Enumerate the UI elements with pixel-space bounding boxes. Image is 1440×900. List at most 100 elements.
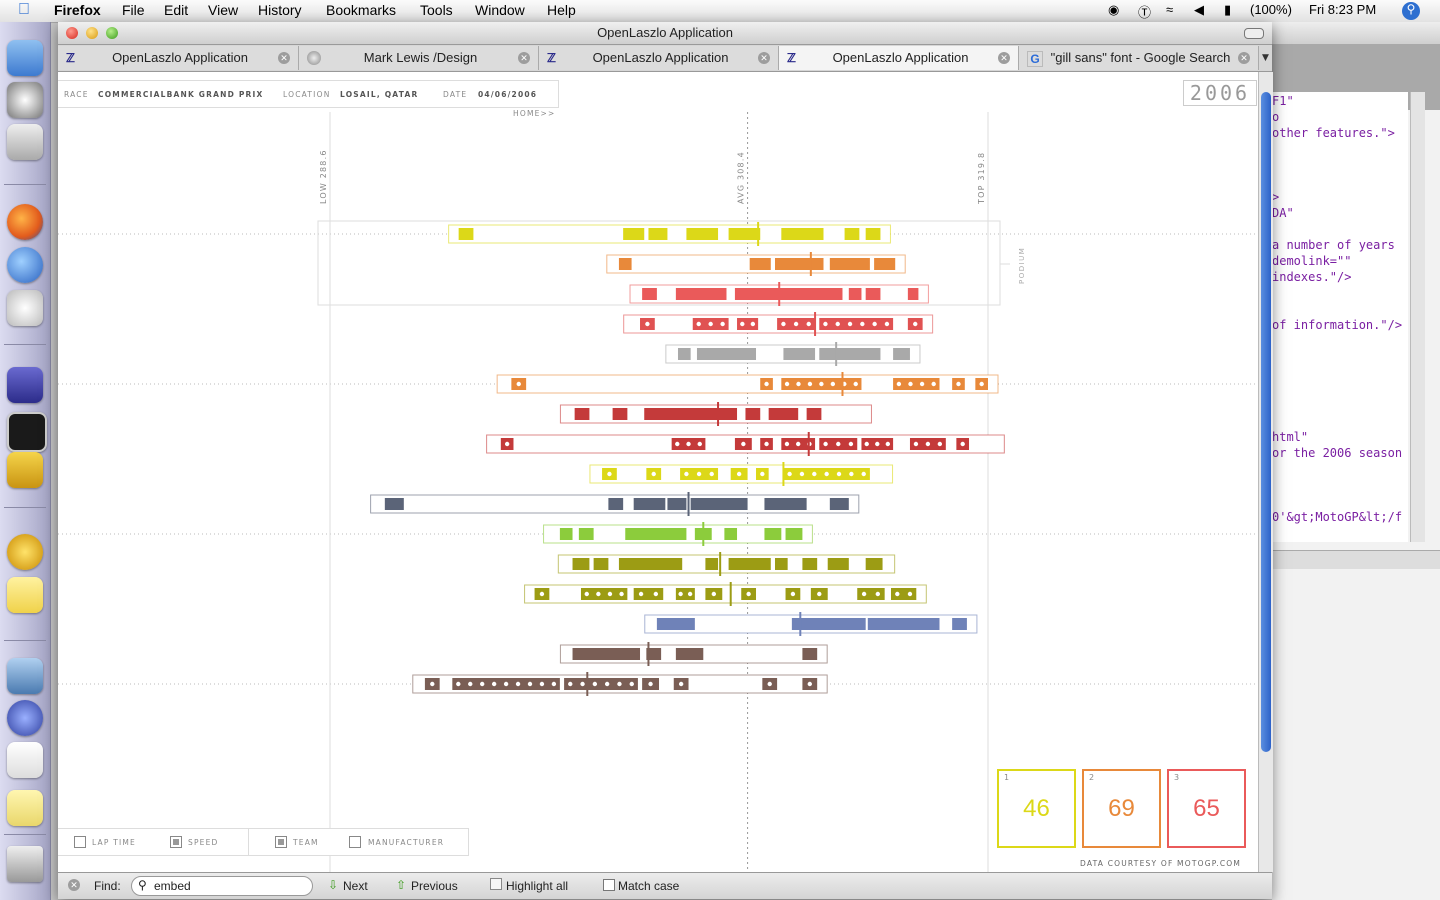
- podium-box-3[interactable]: 3 65: [1167, 769, 1246, 848]
- rider-lap-dot: [830, 381, 836, 387]
- firefox-icon[interactable]: [7, 204, 43, 240]
- title-bar[interactable]: OpenLaszlo Application: [58, 22, 1272, 45]
- preview-icon[interactable]: [7, 658, 43, 694]
- rider-speed-segment: [734, 288, 843, 300]
- rider-lap-dot: [781, 321, 786, 327]
- tab-close-icon[interactable]: ✕: [1238, 52, 1250, 64]
- flash-icon[interactable]: [7, 534, 43, 570]
- rider-lap-dot: [551, 681, 557, 687]
- season-year[interactable]: 2006: [1183, 80, 1257, 106]
- background-vertical-scrollbar[interactable]: [1410, 92, 1425, 542]
- vertical-scrollbar[interactable]: [1258, 72, 1273, 872]
- dashboard-icon[interactable]: [7, 82, 43, 118]
- rider-lap-dot: [516, 381, 521, 387]
- rider-lap-dot: [607, 471, 612, 477]
- tab-close-icon[interactable]: ✕: [998, 52, 1010, 64]
- menu-clock[interactable]: Fri 8:23 PM: [1309, 2, 1377, 17]
- highlight-all-button[interactable]: Highlight all: [506, 879, 569, 893]
- rider-speed-segment: [667, 498, 687, 510]
- tab-google-search[interactable]: G "gill sans" font - Google Search ✕: [1019, 46, 1259, 70]
- tab-close-icon[interactable]: ✕: [278, 52, 290, 64]
- tab-list-chevron-icon[interactable]: ▼: [1262, 53, 1269, 63]
- rider-lap-dot: [711, 591, 717, 597]
- rider-speed-segment: [865, 558, 883, 570]
- textedit-icon[interactable]: [7, 742, 43, 778]
- rider-speed-segment: [646, 648, 662, 660]
- activity-icon[interactable]: [7, 367, 43, 403]
- rider-lap-dot: [678, 681, 684, 687]
- tab-openlaszlo-1[interactable]: ℤ OpenLaszlo Application ✕: [58, 46, 299, 70]
- lap-time-checkbox[interactable]: [74, 836, 86, 848]
- rider-lap-dot: [807, 381, 813, 387]
- tab-close-icon[interactable]: ✕: [758, 52, 770, 64]
- rider-speed-segment: [774, 558, 788, 570]
- rider-speed-segment: [564, 678, 638, 690]
- rider-lap-dot: [960, 441, 965, 447]
- match-case-checkbox[interactable]: [603, 879, 615, 891]
- battery-icon[interactable]: ▮: [1224, 2, 1232, 17]
- finder-icon[interactable]: [7, 40, 43, 76]
- spotlight-icon[interactable]: ⚲: [1402, 2, 1420, 20]
- rider-speed-segment: [893, 348, 910, 360]
- minimize-window-button[interactable]: [86, 27, 98, 39]
- note-icon[interactable]: [7, 790, 43, 826]
- team-checkbox[interactable]: [275, 836, 287, 848]
- close-window-button[interactable]: [66, 27, 78, 39]
- background-horizontal-scrollbar[interactable]: [1272, 550, 1440, 569]
- menu-edit[interactable]: Edit: [164, 2, 189, 18]
- menu-file[interactable]: File: [122, 2, 145, 18]
- volume-icon[interactable]: ◀: [1194, 2, 1204, 17]
- menu-history[interactable]: History: [258, 2, 302, 18]
- menu-view[interactable]: View: [208, 2, 239, 18]
- quicksilver-icon[interactable]: Ⓣ: [1138, 5, 1152, 20]
- adium-icon[interactable]: [7, 290, 43, 326]
- rider-lap-dot: [817, 591, 822, 597]
- rider-speed-segment: [384, 498, 404, 510]
- thunderbird-icon[interactable]: [7, 247, 43, 283]
- manufacturer-checkbox[interactable]: [349, 836, 361, 848]
- tab-mark-lewis[interactable]: Mark Lewis /Design ✕: [299, 46, 539, 70]
- clock-icon[interactable]: [7, 700, 43, 736]
- rider-speed-segment: [893, 378, 940, 390]
- menu-bookmarks[interactable]: Bookmarks: [326, 2, 397, 18]
- find-next-button[interactable]: Next: [343, 879, 368, 893]
- find-previous-button[interactable]: Previous: [411, 879, 458, 893]
- laszlo-app-content: RACE COMMERCIALBANK GRAND PRIX LOCATION …: [58, 72, 1258, 872]
- menu-app[interactable]: Firefox: [54, 2, 101, 18]
- rider-speed-segment: [829, 258, 870, 270]
- p4-icon[interactable]: [7, 452, 43, 488]
- rider-lap-dot: [836, 441, 841, 447]
- apple-menu-icon[interactable]: : [18, 1, 30, 19]
- rider-lap-dot: [875, 591, 881, 597]
- speed-checkbox[interactable]: [170, 836, 182, 848]
- rider-speed-segment: [827, 558, 849, 570]
- scrollbar-thumb[interactable]: [1261, 92, 1271, 752]
- terminal-icon[interactable]: [7, 412, 47, 452]
- menu-help[interactable]: Help: [547, 2, 576, 18]
- tab-close-icon[interactable]: ✕: [518, 52, 530, 64]
- podium-box-1[interactable]: 1 46: [997, 769, 1076, 848]
- podium-rider-number: 69: [1108, 795, 1135, 822]
- rider-speed-segment: [791, 618, 866, 630]
- toolbar-toggle-button[interactable]: [1244, 28, 1264, 39]
- home-link[interactable]: HOME>>: [513, 109, 556, 118]
- rider-speed-segment: [768, 408, 799, 420]
- zoom-window-button[interactable]: [106, 27, 118, 39]
- rider-lap-dot: [687, 591, 693, 597]
- rider-lap-dot: [653, 591, 659, 597]
- rider-speed-segment: [737, 318, 759, 330]
- lap-time-label: LAP TIME: [92, 838, 136, 847]
- menu-tools[interactable]: Tools: [420, 2, 453, 18]
- wifi-icon[interactable]: ≈: [1166, 2, 1174, 17]
- find-close-icon[interactable]: ✕: [68, 879, 80, 891]
- rider-lap-dot: [907, 591, 913, 597]
- podium-box-2[interactable]: 2 69: [1082, 769, 1161, 848]
- tab-openlaszlo-active[interactable]: ℤ OpenLaszlo Application ✕: [779, 46, 1019, 70]
- system-preferences-icon[interactable]: [7, 124, 43, 160]
- webcam-icon[interactable]: ◉: [1108, 2, 1120, 17]
- stickies-icon[interactable]: [7, 577, 43, 613]
- find-input[interactable]: ⚲ embed: [131, 876, 313, 896]
- trash-icon[interactable]: [7, 846, 43, 882]
- tab-openlaszlo-2[interactable]: ℤ OpenLaszlo Application ✕: [539, 46, 779, 70]
- menu-window[interactable]: Window: [475, 2, 525, 18]
